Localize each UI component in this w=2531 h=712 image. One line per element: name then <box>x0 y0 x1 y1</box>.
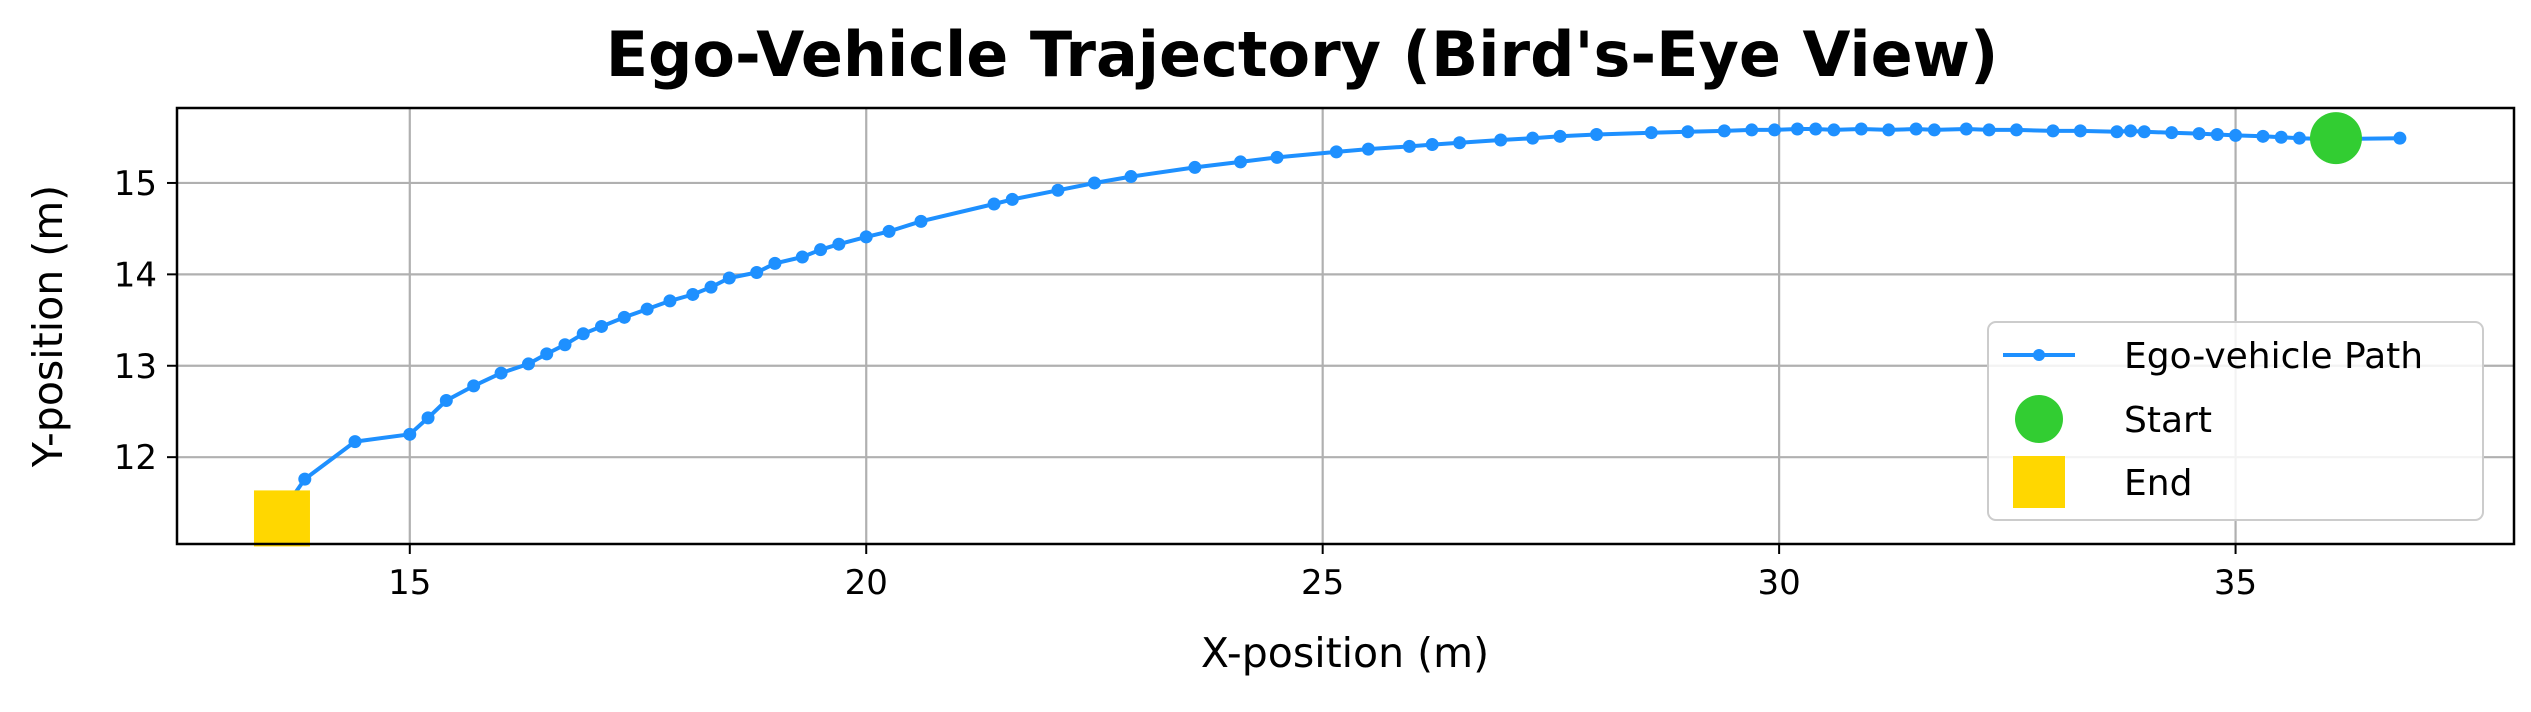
x-tick-label: 30 <box>1757 563 1800 603</box>
ego-path-point <box>1005 192 1019 206</box>
ego-path-point <box>987 197 1001 211</box>
ego-path-point <box>348 435 362 449</box>
ego-path-point <box>1768 123 1782 137</box>
ego-path-point <box>2073 124 2087 138</box>
ego-path-point <box>2229 128 2243 142</box>
ego-path-point <box>2256 129 2270 143</box>
ego-path-point <box>882 224 896 238</box>
x-tick-label: 20 <box>845 563 888 603</box>
ego-path-point <box>403 427 417 441</box>
legend-label-start: Start <box>2124 400 2212 441</box>
y-tick-label: 12 <box>114 438 157 478</box>
ego-path-point <box>1681 125 1695 139</box>
ego-path-point <box>540 347 554 361</box>
ego-path-point <box>1553 129 1567 143</box>
x-axis-label: X-position (m) <box>1201 629 1489 677</box>
ego-path-point <box>686 287 700 301</box>
ego-path-point <box>1329 145 1343 159</box>
x-tick-label: 15 <box>388 563 431 603</box>
ego-path-point <box>1927 123 1941 137</box>
y-tick-label: 14 <box>114 255 157 295</box>
start-marker <box>2309 112 2362 165</box>
ego-path-point <box>2292 131 2306 145</box>
ego-path-point <box>1270 150 1284 164</box>
legend-end-marker <box>2013 456 2065 508</box>
ego-path-point <box>1234 155 1248 169</box>
ego-path-point <box>2210 128 2224 142</box>
ego-path-point <box>1809 122 1823 136</box>
ego-path-point <box>1124 170 1138 184</box>
ego-path-point <box>1790 122 1804 136</box>
ego-path-point <box>1959 122 1973 136</box>
ego-path-point <box>2046 124 2060 138</box>
ego-path-point <box>1087 176 1101 190</box>
ego-path-point <box>1982 123 1996 137</box>
ego-path-point <box>1717 124 1731 138</box>
y-tick-label: 13 <box>114 347 157 387</box>
x-tick-label: 35 <box>2214 563 2257 603</box>
ego-path-point <box>2165 126 2179 140</box>
legend-start-marker <box>2015 395 2063 443</box>
ego-path-point <box>1402 139 1416 153</box>
legend: Ego-vehicle Path Start End <box>1987 321 2484 521</box>
ego-path-point <box>2137 125 2151 139</box>
legend-frame <box>1987 321 2484 521</box>
ego-path-point <box>1361 142 1375 156</box>
ego-path-point <box>439 393 453 407</box>
ego-path-point <box>467 379 481 393</box>
ego-path-point <box>768 256 782 270</box>
ego-path-point <box>2009 123 2023 137</box>
ego-path-point <box>1425 138 1439 152</box>
ego-path-point <box>298 472 312 486</box>
ego-path-point <box>640 302 654 316</box>
ego-path-point <box>859 230 873 244</box>
legend-path-dot <box>2033 349 2045 361</box>
ego-path-point <box>814 243 828 257</box>
plot-frame <box>175 106 2516 546</box>
ego-path-point <box>2274 130 2288 144</box>
x-tick-label: 25 <box>1301 563 1344 603</box>
legend-label-end: End <box>2124 463 2192 504</box>
ego-path-point <box>558 338 572 352</box>
ego-path-point <box>1854 122 1868 136</box>
ego-path-point <box>1745 123 1759 137</box>
ego-path-point <box>2124 124 2138 138</box>
ego-path-point <box>2192 127 2206 141</box>
ego-path-point <box>421 411 435 425</box>
ego-path-point <box>521 357 535 371</box>
ego-path-point <box>1909 122 1923 136</box>
y-axis-label: Y-position (m) <box>24 185 72 468</box>
ego-path-point <box>2110 125 2124 139</box>
ego-path-point <box>1590 128 1604 142</box>
ego-path-point <box>1051 183 1065 197</box>
end-marker <box>253 490 310 547</box>
ego-path-point <box>704 280 718 294</box>
y-tick-label: 15 <box>114 164 157 204</box>
ego-path-point <box>832 237 846 251</box>
ego-path-point <box>594 319 608 333</box>
ego-path-point <box>663 294 677 308</box>
ego-path-point <box>576 327 590 341</box>
ego-path-point <box>914 214 928 228</box>
ego-path-point <box>617 310 631 324</box>
ego-path-point <box>1494 133 1508 147</box>
chart-title: Ego-Vehicle Trajectory (Bird's-Eye View) <box>606 18 1999 91</box>
ego-path-point <box>1188 160 1202 174</box>
tick-layer: 15 20 25 30 35 12 13 14 15 <box>114 164 2257 603</box>
legend-label-path: Ego-vehicle Path <box>2124 336 2423 377</box>
ego-path-point <box>1526 131 1540 145</box>
marker-layer <box>253 112 2362 547</box>
ego-path-point <box>494 366 508 380</box>
ego-path-point <box>750 266 764 280</box>
ego-path-point <box>1644 126 1658 140</box>
ego-path-point <box>1827 123 1841 137</box>
ego-path-point <box>722 271 736 285</box>
ego-path-point <box>795 250 809 264</box>
ego-path-point <box>2393 131 2407 145</box>
ego-path-point <box>1453 136 1467 150</box>
ego-path-point <box>1882 123 1896 137</box>
